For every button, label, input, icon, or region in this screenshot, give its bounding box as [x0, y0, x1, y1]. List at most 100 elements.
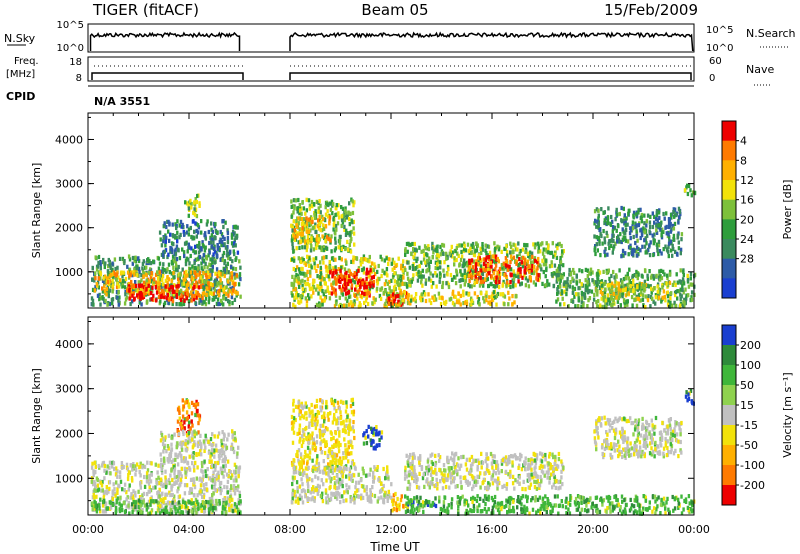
data-cell [222, 464, 225, 469]
data-cell [187, 499, 190, 504]
data-cell [101, 295, 104, 300]
data-cell [442, 268, 445, 273]
data-cell [363, 282, 366, 287]
data-cell [164, 492, 167, 497]
data-cell [463, 241, 466, 246]
data-cell [107, 272, 110, 278]
data-cell [425, 262, 428, 267]
data-cell [221, 430, 224, 435]
data-cell [359, 262, 363, 267]
data-cell [143, 290, 146, 295]
data-cell [200, 478, 203, 483]
data-cell [352, 226, 355, 231]
data-cell [343, 276, 347, 281]
data-cell [686, 277, 690, 282]
data-cell [231, 280, 234, 286]
data-cell [356, 289, 359, 294]
data-cell [123, 488, 126, 493]
data-cell [210, 452, 213, 457]
data-cell [355, 269, 359, 274]
data-cell [104, 502, 107, 507]
data-cell [162, 270, 165, 275]
data-cell [424, 278, 428, 283]
data-cell [470, 284, 473, 289]
data-cell [511, 294, 514, 299]
data-cell [107, 489, 110, 494]
data-cell [449, 272, 453, 278]
data-cell [96, 264, 100, 269]
data-cell [164, 482, 167, 487]
data-cell [157, 490, 160, 495]
data-cell [106, 464, 109, 469]
data-cell [290, 290, 293, 296]
data-cell [219, 282, 222, 287]
data-cell [458, 263, 461, 268]
data-cell [156, 270, 159, 275]
data-cell [296, 233, 299, 238]
data-cell [681, 287, 684, 292]
data-cell [112, 461, 116, 466]
data-cell [386, 273, 389, 278]
data-cell [198, 413, 201, 418]
data-cell [162, 497, 165, 502]
data-cell [328, 218, 331, 224]
data-cell [621, 237, 624, 242]
data-cell [625, 216, 628, 221]
data-cell [324, 212, 328, 217]
data-cell [615, 207, 618, 212]
data-cell [640, 219, 644, 224]
data-cell [468, 258, 471, 263]
data-cell [509, 284, 512, 290]
data-cell [104, 261, 107, 266]
data-cell [232, 469, 236, 474]
data-cell [505, 275, 508, 280]
nsearch-tick-top: 10^5 [706, 25, 733, 36]
data-cell [362, 270, 366, 275]
data-cell [149, 285, 152, 290]
data-cell [170, 447, 174, 452]
data-cell [474, 268, 477, 273]
data-cell [125, 504, 128, 509]
data-cell [139, 473, 142, 478]
data-cell [513, 274, 516, 279]
data-cell [211, 508, 215, 513]
data-cell [414, 296, 417, 301]
data-cell [607, 268, 610, 273]
data-cell [684, 287, 687, 292]
data-cell [146, 282, 149, 287]
data-cell [378, 293, 382, 299]
data-cell [113, 257, 117, 262]
data-cell [219, 284, 222, 290]
data-cell [668, 280, 672, 285]
data-cell [113, 487, 116, 492]
data-cell [191, 509, 194, 514]
data-cell [171, 261, 174, 266]
data-cell [217, 477, 220, 482]
data-cell [209, 240, 213, 245]
data-cell [486, 244, 489, 249]
data-cell [669, 229, 673, 234]
data-cell [485, 298, 488, 303]
data-cell [230, 241, 234, 246]
data-cell [635, 273, 638, 279]
data-cell [187, 203, 190, 208]
data-cell [108, 465, 111, 470]
data-cell [220, 232, 224, 237]
data-cell [197, 230, 200, 235]
data-cell [207, 300, 211, 305]
data-cell [322, 260, 325, 265]
data-cell [177, 474, 180, 479]
data-cell [431, 241, 434, 246]
data-cell [125, 497, 128, 502]
data-cell [159, 503, 162, 508]
data-cell [453, 294, 456, 299]
data-cell [596, 277, 600, 282]
data-cell [337, 245, 340, 250]
data-cell [167, 477, 171, 483]
data-cell [645, 219, 648, 224]
data-cell [384, 288, 387, 293]
data-cell [296, 295, 299, 300]
data-cell [167, 433, 171, 438]
data-cell [151, 288, 154, 293]
